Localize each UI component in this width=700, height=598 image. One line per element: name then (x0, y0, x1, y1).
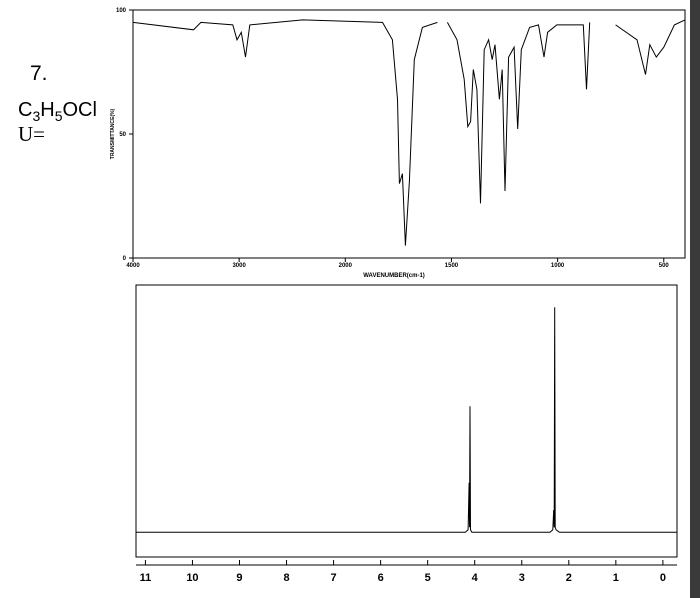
y-tick-label: 0 (123, 256, 127, 262)
x-axis-label: WAVENUMBER(cm-1) (363, 273, 425, 279)
problem-number: 7. (30, 62, 48, 85)
y-tick-label: 50 (119, 132, 126, 138)
formula-part: OCl (63, 99, 97, 121)
x-tick-label: 4 (472, 572, 479, 584)
x-tick-label: 9 (236, 572, 242, 584)
x-tick-label: 500 (659, 263, 670, 269)
unsaturation-label: U= (18, 122, 45, 146)
x-tick-label: 1000 (551, 263, 565, 269)
x-tick-label: 8 (283, 572, 289, 584)
formula: C3H5OCl (18, 99, 97, 124)
x-tick-label: 2 (566, 572, 572, 584)
x-tick-label: 6 (378, 572, 384, 584)
x-tick-label: 3 (519, 572, 525, 584)
x-tick-label: 5 (425, 572, 431, 584)
x-tick-label: 3000 (232, 263, 246, 269)
y-axis-label: TRANSMITTANCE(%) (110, 108, 116, 159)
x-tick-label: 10 (186, 572, 198, 584)
x-tick-label: 11 (140, 572, 152, 584)
formula-sub: 5 (55, 108, 63, 124)
formula-part: H (40, 99, 54, 121)
right-edge (690, 0, 700, 598)
plot-frame (135, 284, 678, 558)
spectrum-line (136, 307, 677, 533)
formula-part: C (18, 99, 32, 121)
x-tick-label: 1500 (445, 263, 459, 269)
y-tick-label: 100 (116, 8, 127, 14)
x-tick-label: 0 (660, 572, 666, 584)
formula-sub: 3 (32, 108, 40, 124)
spectrum-line (132, 19, 686, 246)
x-tick-label: 4000 (126, 263, 140, 269)
x-tick-label: 1 (613, 572, 619, 584)
x-tick-label: 2000 (339, 263, 353, 269)
x-tick-label: 7 (331, 572, 337, 584)
